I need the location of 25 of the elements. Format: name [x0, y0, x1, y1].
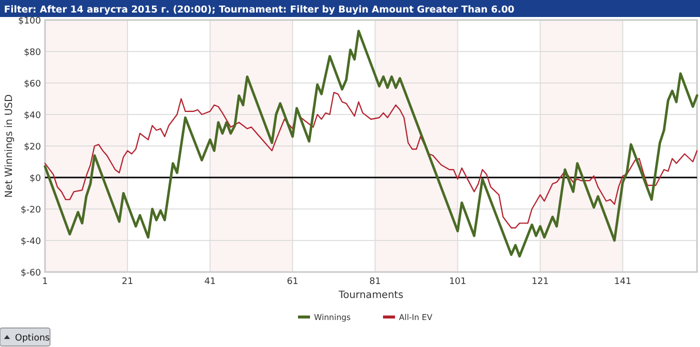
x-tick-label: 41 [204, 277, 216, 287]
line-series [44, 30, 698, 258]
x-tick-label: 141 [614, 277, 632, 287]
y-axis-title: Net Winnings in USD [4, 94, 15, 198]
y-tick-label: $-40 [20, 237, 42, 247]
y-tick-label: $40 [24, 111, 42, 121]
y-tick-label: $100 [18, 16, 42, 26]
y-tick-label: $-20 [20, 206, 42, 216]
legend-label: Winnings [314, 313, 351, 322]
y-tick-label: $-60 [20, 268, 42, 278]
line-series [44, 92, 698, 228]
x-tick-label: 61 [286, 277, 298, 287]
x-tick-label: 21 [122, 277, 134, 287]
x-tick-label: 1 [42, 277, 48, 287]
y-tick-label: $0 [30, 174, 42, 184]
x-tick-label: 101 [449, 277, 466, 287]
x-axis-title: Tournaments [338, 290, 404, 301]
y-tick-label: $20 [24, 142, 42, 152]
x-tick-label: 81 [369, 277, 381, 287]
chart-title: Filter: After 14 августа 2015 г. (20:00); Tournament: Filter by Buyin Amount Greater Than 6.00 [4, 4, 515, 16]
text: Options [15, 334, 50, 344]
legend-label: All-In EV [399, 313, 433, 322]
y-tick-label: $60 [24, 80, 42, 90]
y-tick-label: $80 [24, 48, 42, 58]
x-tick-label: 121 [532, 277, 549, 287]
